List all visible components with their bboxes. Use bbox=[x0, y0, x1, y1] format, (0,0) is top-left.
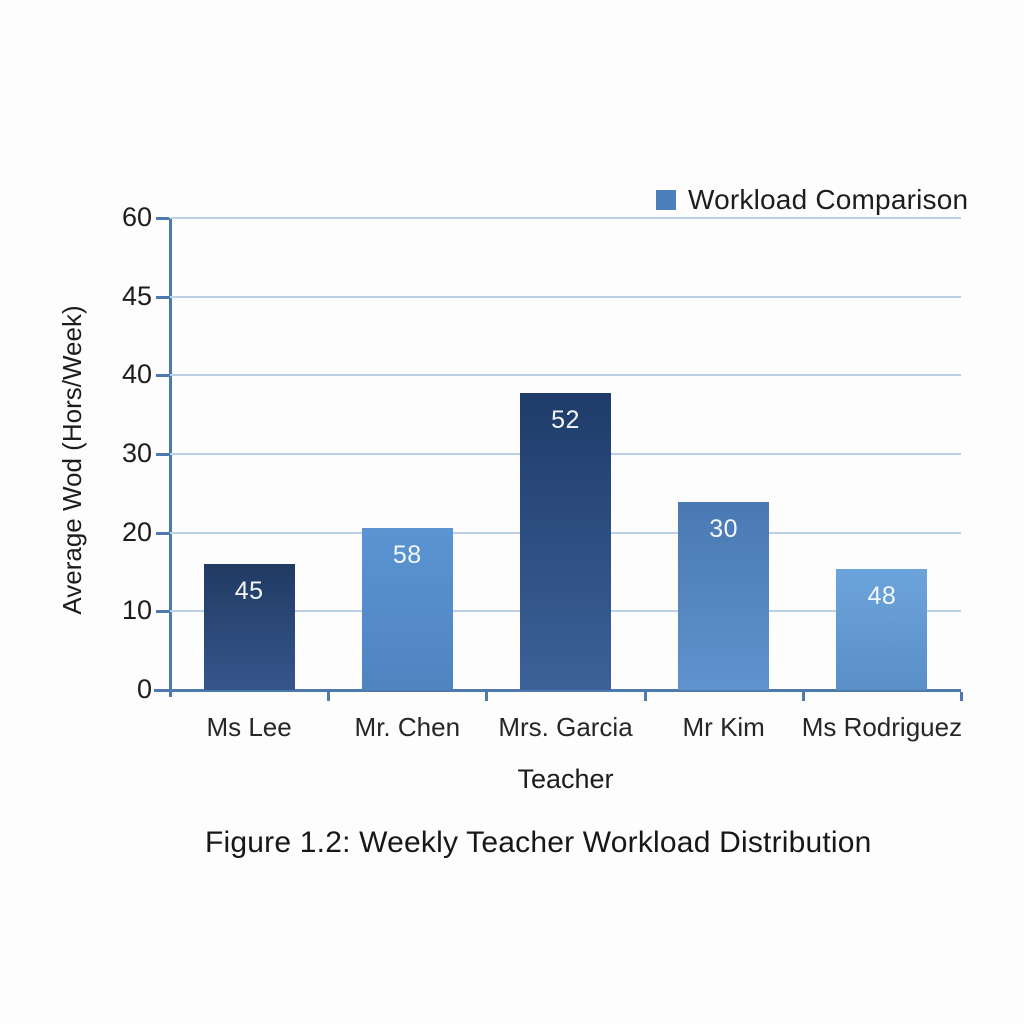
x-axis-tick bbox=[485, 692, 489, 701]
gridline bbox=[170, 374, 961, 377]
y-tick-label: 0 bbox=[136, 674, 152, 704]
plot-area: 45 58 52 30 48 bbox=[154, 217, 963, 701]
y-tick-label: 10 bbox=[121, 595, 152, 626]
x-axis-tick bbox=[327, 692, 331, 701]
y-axis-tick bbox=[156, 374, 169, 378]
y-tick-label: 45 bbox=[121, 280, 152, 311]
x-category-label: Mr Kim bbox=[682, 712, 765, 742]
x-axis-tick bbox=[801, 692, 805, 701]
legend: Workload Comparison bbox=[656, 184, 968, 216]
y-tick-label: 40 bbox=[121, 359, 152, 390]
x-category-label: Ms Rodriguez bbox=[801, 712, 963, 742]
x-axis-line bbox=[154, 689, 961, 692]
bar-value-label: 45 bbox=[234, 577, 264, 606]
x-axis-tick bbox=[960, 692, 963, 701]
y-axis-line bbox=[169, 218, 172, 697]
bar-mr-kim: 30 bbox=[678, 502, 770, 690]
x-category-label: Mrs. Garcia bbox=[498, 712, 633, 742]
x-category-label: Mr. Chen bbox=[354, 712, 461, 742]
bar-ms-rodriguez: 48 bbox=[836, 568, 928, 690]
y-axis-tick bbox=[156, 217, 169, 220]
y-tick-label: 60 bbox=[121, 202, 152, 232]
x-category-label: Ms Lee bbox=[206, 712, 292, 742]
gridline bbox=[170, 217, 961, 219]
bar-value-label: 48 bbox=[867, 581, 897, 610]
bar-ms-lee: 45 bbox=[203, 564, 295, 690]
bar-mrs-garcia: 52 bbox=[520, 392, 611, 690]
bar-value-label: 58 bbox=[392, 540, 422, 569]
x-axis-tick bbox=[643, 692, 647, 701]
y-axis-tick bbox=[156, 295, 169, 299]
y-axis-tick bbox=[156, 689, 169, 692]
gridline bbox=[170, 295, 961, 298]
legend-label: Workload Comparison bbox=[688, 184, 969, 215]
bar-value-label: 52 bbox=[551, 405, 580, 434]
legend-swatch-icon bbox=[656, 190, 676, 210]
y-axis-title: Average Wod (Hors/Week) bbox=[57, 305, 87, 615]
y-axis-tick bbox=[156, 610, 169, 614]
x-axis-title: Teacher bbox=[517, 764, 614, 794]
y-tick-label: 20 bbox=[121, 516, 152, 547]
y-tick-label: 30 bbox=[121, 438, 152, 468]
bar-value-label: 30 bbox=[709, 515, 739, 543]
y-axis-tick bbox=[156, 531, 169, 535]
bar-mr-chen: 58 bbox=[361, 527, 453, 690]
y-axis-tick bbox=[156, 453, 169, 456]
figure-caption: Figure 1.2: Weekly Teacher Workload Dist… bbox=[205, 826, 872, 859]
